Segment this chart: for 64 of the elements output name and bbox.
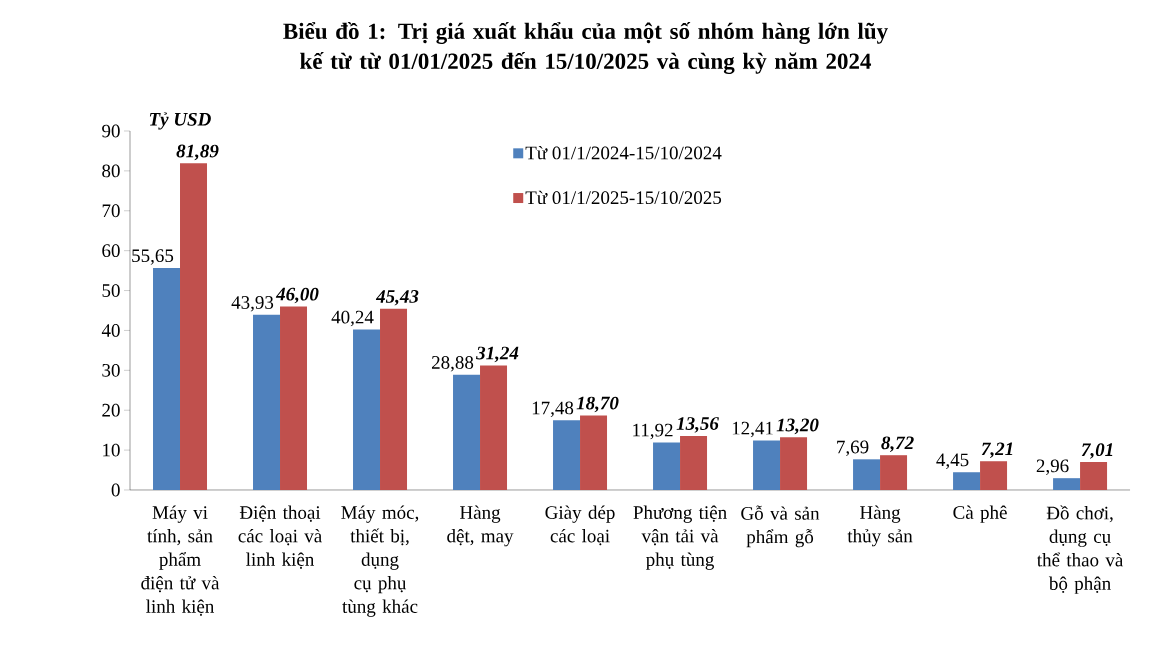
bar bbox=[980, 461, 1008, 490]
bar bbox=[480, 365, 508, 490]
y-tick-label: 70 bbox=[102, 204, 120, 218]
bar bbox=[353, 329, 381, 490]
y-tick-label: 20 bbox=[102, 403, 120, 417]
x-tick-label: Máy vi tính, sản phẩm điện tử và linh kiện bbox=[141, 505, 220, 616]
data-label: 46,00 bbox=[275, 287, 319, 304]
bar bbox=[753, 440, 781, 490]
x-tick-label: Cà phê bbox=[953, 505, 1007, 523]
data-label: 13,20 bbox=[776, 418, 819, 435]
y-tick-label: 90 bbox=[102, 124, 120, 138]
y-tick-label: 10 bbox=[103, 443, 120, 457]
data-label: 28,88 bbox=[431, 356, 474, 372]
bar bbox=[280, 306, 308, 490]
x-tick-label: Gỗ và sản phẩm gỗ bbox=[741, 505, 820, 548]
data-label: 11,92 bbox=[633, 423, 673, 440]
data-label: 31,24 bbox=[476, 346, 519, 363]
data-label: 55,65 bbox=[132, 249, 174, 265]
data-label: 40,24 bbox=[331, 310, 374, 327]
bar bbox=[880, 455, 908, 490]
y-tick-label: 50 bbox=[102, 284, 120, 297]
bar bbox=[1053, 478, 1081, 490]
bar bbox=[580, 415, 608, 490]
x-tick-label: Phương tiện vận tải và phụ tùng bbox=[633, 505, 727, 570]
x-tick-label: Đồ chơi, dụng cụ thể thao và bộ phận bbox=[1036, 505, 1124, 594]
bar bbox=[780, 437, 808, 490]
bar bbox=[953, 472, 981, 490]
y-axis-title: Tỷ USD bbox=[149, 112, 211, 130]
chart-title: Biểu đồ 1: Trị giá xuất khẩu của một số nhóm hàng lớn lũy kế từ từ 01/01/2025 đến 15/10/2025 và cùng kỳ năm 2024 bbox=[283, 22, 888, 74]
data-label: 45,43 bbox=[375, 290, 419, 306]
data-label: 43,93 bbox=[231, 296, 274, 312]
bar bbox=[553, 420, 581, 490]
data-label: 7,69 bbox=[837, 440, 869, 457]
data-label: 7,01 bbox=[1081, 443, 1113, 459]
data-label: 17,48 bbox=[532, 401, 574, 418]
bar bbox=[1080, 462, 1108, 490]
y-tick-label: 60 bbox=[102, 244, 120, 258]
y-tick-label: 30 bbox=[102, 363, 120, 377]
x-tick-label: Giày dép các loại bbox=[545, 505, 615, 546]
data-label: 13,56 bbox=[676, 417, 719, 433]
bar bbox=[453, 374, 481, 490]
y-tick-label: 0 bbox=[111, 483, 120, 497]
data-label: 18,70 bbox=[576, 396, 619, 413]
legend-label: Từ 01/1/2024-15/10/2024 bbox=[525, 145, 722, 160]
y-tick-label: 40 bbox=[101, 324, 120, 337]
x-tick-label: Điện thoại các loại và linh kiện bbox=[238, 505, 322, 569]
bar bbox=[853, 459, 881, 490]
x-tick-label: Hàng thủy sản bbox=[847, 505, 913, 547]
y-tick-label: 80 bbox=[102, 164, 120, 178]
bar bbox=[380, 308, 408, 490]
data-label: 12,41 bbox=[732, 421, 773, 438]
data-label: 81,89 bbox=[176, 144, 219, 161]
x-tick-label: Hàng dệt, may bbox=[447, 505, 514, 547]
data-label: 7,21 bbox=[981, 442, 1013, 459]
bar bbox=[653, 442, 681, 490]
data-label: 8,72 bbox=[881, 436, 914, 452]
legend-label: Từ 01/1/2025-15/10/2025 bbox=[525, 190, 722, 205]
data-label: 2,96 bbox=[1036, 459, 1069, 475]
bar bbox=[680, 435, 708, 490]
data-label: 4,45 bbox=[936, 453, 969, 470]
bar bbox=[153, 268, 181, 490]
bar bbox=[180, 163, 208, 490]
bar bbox=[253, 314, 281, 490]
x-tick-label: Máy móc, thiết bị, dụng cụ phụ tùng khác bbox=[341, 505, 419, 617]
